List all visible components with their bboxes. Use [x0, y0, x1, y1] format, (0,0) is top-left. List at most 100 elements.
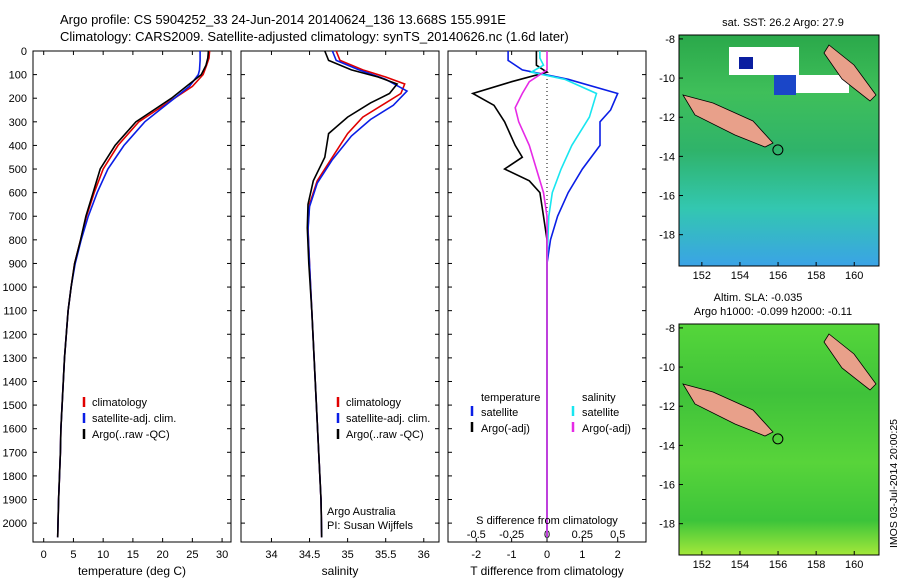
temperature-axis-label: temperature (deg C): [78, 564, 186, 578]
depth-tick-label: 1800: [3, 471, 27, 483]
depth-tick-label: 1200: [3, 329, 27, 341]
cloud-mask: [789, 75, 849, 93]
lon-tick-label: 158: [807, 559, 825, 571]
legend-argo-label: Argo(..raw -QC): [346, 429, 424, 441]
depth-tick-label: 800: [9, 235, 27, 247]
legend-temperature-heading: temperature: [481, 392, 540, 404]
series-line: [470, 51, 549, 538]
series-line: [514, 51, 548, 538]
depth-tick-label: 1400: [3, 376, 27, 388]
sst-map-title: sat. SST: 26.2 Argo: 27.9: [722, 17, 844, 29]
x-tick-label: 36: [418, 549, 430, 561]
temperature-panel-frame: [32, 50, 232, 543]
coastline: [823, 333, 877, 391]
series-line: [56, 50, 210, 538]
x-tick-label: 5: [70, 549, 76, 561]
legend-s-argo-label: Argo(-adj): [582, 423, 631, 435]
salinity-legend: climatology satellite-adj. clim. Argo(..…: [336, 397, 430, 441]
s-tick-label: 0.5: [610, 529, 625, 541]
sla-map-title: Altim. SLA: -0.035: [714, 292, 803, 304]
lon-tick-label: 152: [693, 559, 711, 571]
s-tick-label: 0.25: [572, 529, 593, 541]
legend-argo-label: Argo(..raw -QC): [92, 429, 170, 441]
depth-tick-label: 700: [9, 211, 27, 223]
lon-tick-label: 154: [731, 270, 749, 282]
salinity-panel-frame: [240, 50, 440, 543]
lat-tick-label: -10: [659, 362, 675, 374]
x-tick-label: 1: [579, 549, 585, 561]
cold-patch: [774, 75, 796, 95]
lon-tick-label: 160: [845, 559, 863, 571]
legend-sat-label: satellite-adj. clim.: [346, 413, 430, 425]
depth-axis: 0 100 200 300 400 500 600 700 800 900 1000 1100 1200…: [3, 46, 646, 530]
x-tick-label: 2: [615, 549, 621, 561]
t-difference-axis-label: T difference from climatology: [470, 564, 624, 578]
depth-tick-label: 300: [9, 117, 27, 129]
lat-tick-label: -16: [659, 480, 675, 492]
sla-map-subtitle: Argo h1000: -0.099 h2000: -0.11: [694, 306, 852, 318]
depth-tick-label: 1700: [3, 447, 27, 459]
legend-clim-label: climatology: [346, 397, 402, 409]
lat-tick-label: -8: [665, 323, 675, 335]
pi-label: PI: Susan Wijffels: [327, 520, 413, 532]
x-tick-label: 20: [156, 549, 168, 561]
x-tick-label: 35: [341, 549, 353, 561]
legend-sat-label: satellite-adj. clim.: [92, 413, 176, 425]
maps: 152 154 156 158 160 -8 -10 -12 -14 -16 -18 152 154 15…: [659, 34, 880, 571]
cold-patch: [739, 57, 753, 69]
s-tick-label: -0.5: [467, 529, 486, 541]
lat-tick-label: -14: [659, 151, 675, 163]
x-tick-label: 34.5: [299, 549, 320, 561]
x-tick-label: 25: [186, 549, 198, 561]
lon-tick-label: 152: [693, 270, 711, 282]
legend-salinity-heading: salinity: [582, 392, 616, 404]
depth-tick-label: 1100: [3, 306, 27, 318]
title-line-1: Argo profile: CS 5904252_33 24-Jun-2014 …: [60, 12, 506, 27]
depth-tick-label: 1500: [3, 400, 27, 412]
depth-tick-label: 200: [9, 93, 27, 105]
depth-tick-label: 1900: [3, 495, 27, 507]
lat-tick-label: -8: [665, 34, 675, 46]
lon-tick-label: 158: [807, 270, 825, 282]
legend-t-argo-label: Argo(-adj): [481, 423, 530, 435]
coastline: [823, 44, 877, 102]
legend-s-sat-label: satellite: [582, 407, 619, 419]
depth-tick-label: 1600: [3, 424, 27, 436]
depth-tick-label: 600: [9, 188, 27, 200]
lat-tick-label: -12: [659, 112, 675, 124]
legend-clim-label: climatology: [92, 397, 148, 409]
x-tick-label: -1: [507, 549, 517, 561]
series-line: [306, 50, 399, 538]
x-tick-label: 35.5: [375, 549, 396, 561]
coastline: [682, 94, 774, 148]
lat-tick-label: -18: [659, 230, 675, 242]
difference-legend: temperature satellite Argo(-adj) salinit…: [470, 392, 631, 435]
lat-tick-label: -18: [659, 519, 675, 531]
depth-tick-label: 2000: [3, 518, 27, 530]
depth-tick-label: 900: [9, 258, 27, 270]
temperature-legend: climatology satellite-adj. clim. Argo(..…: [82, 397, 176, 441]
title-line-2: Climatology: CARS2009. Satellite-adjuste…: [60, 29, 569, 44]
coastline: [682, 383, 774, 437]
salinity-axis-label: salinity: [322, 564, 359, 578]
x-tick-label: 15: [127, 549, 139, 561]
argo-australia-label: Argo Australia: [327, 506, 396, 518]
lat-tick-label: -12: [659, 401, 675, 413]
x-tick-label: 0: [544, 549, 550, 561]
lat-tick-label: -16: [659, 191, 675, 203]
lon-tick-label: 160: [845, 270, 863, 282]
depth-tick-label: 400: [9, 140, 27, 152]
depth-tick-label: 500: [9, 164, 27, 176]
x-tick-label: -2: [471, 549, 481, 561]
depth-tick-label: 1300: [3, 353, 27, 365]
s-tick-label: -0.25: [499, 529, 524, 541]
imos-timestamp: IMOS 03-Jul-2014 20:00:25: [888, 419, 900, 548]
depth-tick-label: 1000: [3, 282, 27, 294]
lon-tick-label: 156: [769, 270, 787, 282]
x-tick-label: 10: [97, 549, 109, 561]
argo-position-marker: [772, 433, 784, 445]
lon-tick-label: 156: [769, 559, 787, 571]
x-tick-label: 0: [41, 549, 47, 561]
x-tick-label: 30: [216, 549, 228, 561]
